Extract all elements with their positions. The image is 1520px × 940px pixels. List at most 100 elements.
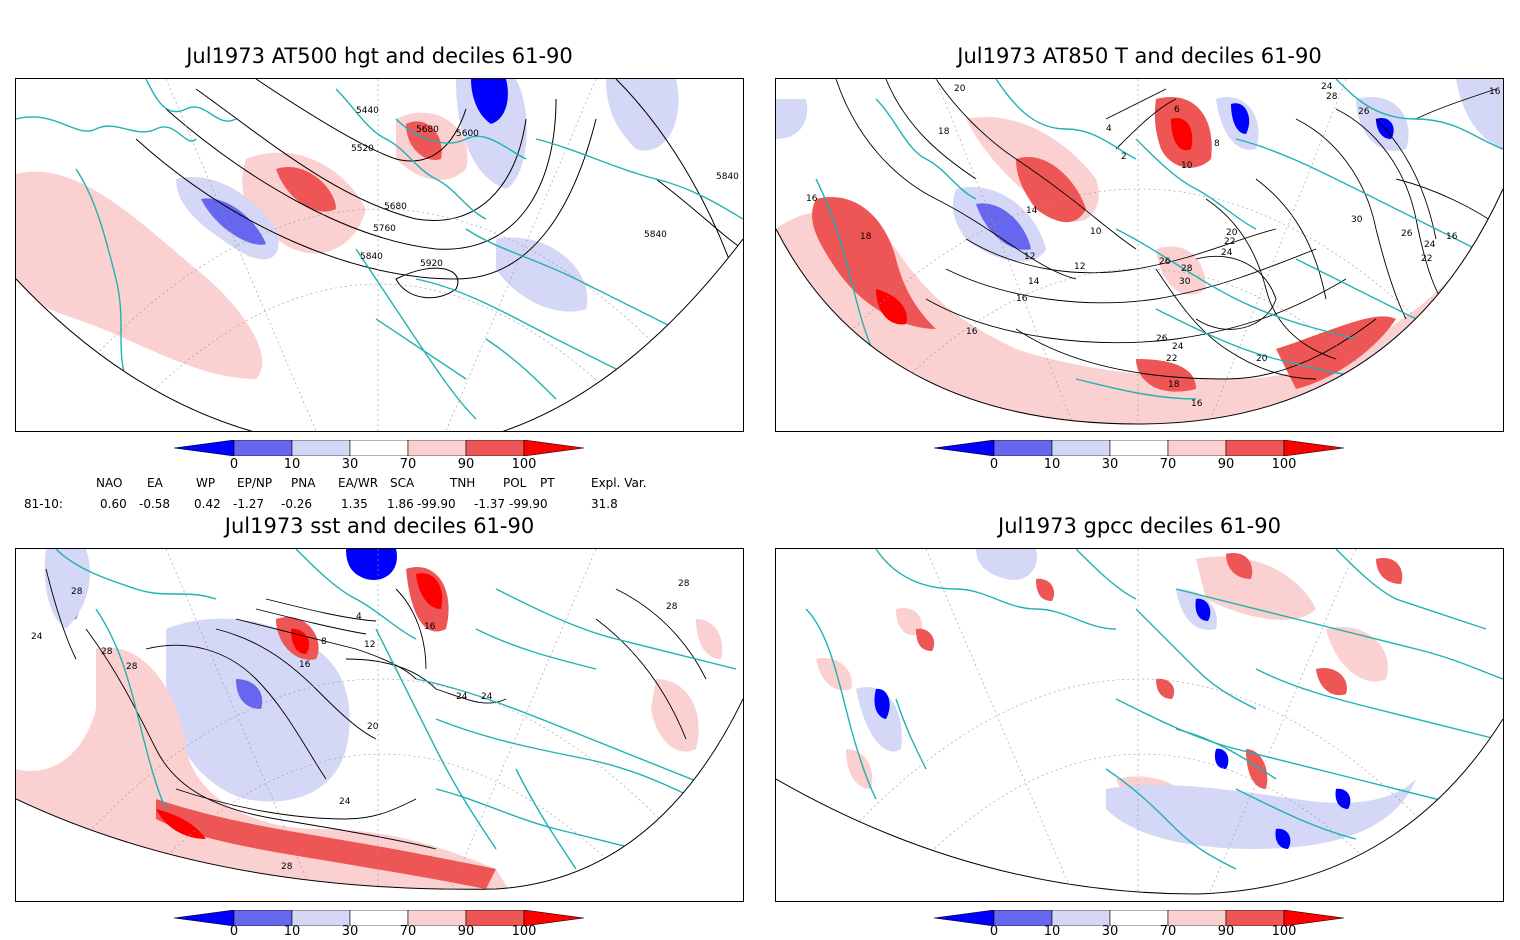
contour-label: 22 bbox=[1310, 79, 1321, 82]
colorbar-at500: 0 10 30 70 90 100 bbox=[173, 439, 594, 478]
contour-label: 28 bbox=[281, 862, 293, 872]
colorbar-tick: 70 bbox=[399, 457, 417, 472]
index-value: -0.26 bbox=[281, 497, 313, 511]
contour-label: 24 bbox=[456, 692, 468, 702]
panel-title-gpcc: Jul1973 gpcc deciles 61-90 bbox=[998, 514, 1281, 538]
index-header: PNA bbox=[291, 476, 316, 490]
index-value: 1.35 bbox=[341, 497, 368, 511]
contour-label: 28 bbox=[666, 602, 678, 612]
colorbar-tick: 10 bbox=[1043, 924, 1061, 939]
contour-label: 24 bbox=[339, 797, 351, 807]
colorbar-tick: 0 bbox=[989, 924, 999, 939]
index-header: PT bbox=[540, 476, 555, 490]
contour-label: 5760 bbox=[373, 224, 396, 234]
colorbar-gpcc: 0 10 30 70 90 100 bbox=[933, 909, 1354, 940]
contour-label: 14 bbox=[1026, 206, 1038, 216]
contour-label: 8 bbox=[321, 637, 327, 647]
contour-label: 22 bbox=[1166, 354, 1177, 364]
colorbar-tick: 10 bbox=[1043, 457, 1061, 472]
contour-label: 26 bbox=[1159, 257, 1171, 267]
contour-label: 5600 bbox=[456, 129, 479, 139]
colorbar-tick: 0 bbox=[229, 924, 239, 939]
colorbar-tick: 30 bbox=[341, 924, 359, 939]
contour-label: 16 bbox=[1446, 232, 1458, 242]
colorbar-tick: 70 bbox=[1159, 457, 1177, 472]
contour-label: 24 bbox=[1172, 342, 1184, 352]
contour-label: 28 bbox=[126, 662, 138, 672]
contour-label: 5680 bbox=[416, 125, 439, 135]
contour-label: 24 bbox=[1321, 82, 1333, 92]
colorbar-tick: 90 bbox=[457, 457, 475, 472]
index-value: 1.86 bbox=[387, 497, 414, 511]
contour-label: 16 bbox=[1191, 399, 1203, 409]
colorbar-tick: 90 bbox=[1217, 924, 1235, 939]
contour-label: 10 bbox=[1181, 161, 1193, 171]
contour-label: 18 bbox=[1168, 380, 1180, 390]
contour-label: 26 bbox=[1401, 229, 1413, 239]
contour-label: 24 bbox=[1221, 248, 1233, 258]
contour-label: 20 bbox=[1256, 354, 1268, 364]
contour-label: 18 bbox=[860, 232, 872, 242]
index-header: TNH bbox=[450, 476, 476, 490]
index-header: SCA bbox=[390, 476, 415, 490]
contour-label: 20 bbox=[1226, 228, 1238, 238]
index-value: 31.8 bbox=[591, 497, 618, 511]
contour-label: 5520 bbox=[351, 144, 374, 154]
colorbar-tick: 100 bbox=[511, 924, 537, 939]
contour-label: 2 bbox=[1121, 152, 1127, 162]
colorbar-tick: 10 bbox=[283, 924, 301, 939]
index-value: 0.60 bbox=[100, 497, 127, 511]
contour-label: 20 bbox=[954, 84, 966, 94]
index-value: 0.42 bbox=[194, 497, 221, 511]
colorbar-at850: 0 10 30 70 90 100 bbox=[933, 439, 1354, 478]
index-header: EA bbox=[147, 476, 163, 490]
contour-label: 16 bbox=[1489, 87, 1501, 97]
colorbar-tick: 90 bbox=[1217, 457, 1235, 472]
colorbar-tick: 30 bbox=[1101, 924, 1119, 939]
contour-label: 24 bbox=[481, 692, 493, 702]
contour-label: 8 bbox=[1214, 139, 1220, 149]
contour-label: 30 bbox=[1351, 215, 1363, 225]
index-value: -99.90 bbox=[417, 497, 456, 511]
contour-label: 10 bbox=[1090, 227, 1102, 237]
colorbar-tick: 30 bbox=[341, 457, 359, 472]
colorbar-tick: 30 bbox=[1101, 457, 1119, 472]
colorbar-tick: 90 bbox=[457, 924, 475, 939]
colorbar-tick: 0 bbox=[989, 457, 999, 472]
contour-label: 30 bbox=[1179, 277, 1191, 287]
map-sst: 24 28 28 28 28 16 12 8 4 20 24 24 24 16 … bbox=[15, 548, 744, 902]
contour-label: 26 bbox=[1156, 334, 1168, 344]
contour-label: 20 bbox=[367, 722, 379, 732]
contour-label: 28 bbox=[1181, 264, 1193, 274]
colorbar-tick: 100 bbox=[1271, 457, 1297, 472]
contour-label: 5920 bbox=[420, 259, 443, 269]
contour-label: 4 bbox=[356, 612, 362, 622]
colorbar-tick: 100 bbox=[511, 457, 537, 472]
index-header: EP/NP bbox=[237, 476, 273, 490]
contour-label: 12 bbox=[1074, 262, 1085, 272]
contour-label: 18 bbox=[938, 127, 950, 137]
index-value: -1.37 bbox=[474, 497, 506, 511]
colorbar-tick: 0 bbox=[229, 457, 239, 472]
contour-label: 12 bbox=[364, 640, 375, 650]
contour-label: 22 bbox=[1224, 237, 1235, 247]
colorbar-tick: 70 bbox=[399, 924, 417, 939]
index-header: NAO bbox=[96, 476, 123, 490]
contour-label: 24 bbox=[1424, 240, 1436, 250]
contour-label: 16 bbox=[424, 622, 436, 632]
contour-label: 26 bbox=[1358, 107, 1370, 117]
index-row-label: 81-10: bbox=[24, 497, 63, 511]
contour-label: 5680 bbox=[384, 202, 407, 212]
index-header: Expl. Var. bbox=[591, 476, 647, 490]
contour-label: 28 bbox=[71, 587, 83, 597]
colorbar-tick: 100 bbox=[1271, 924, 1297, 939]
panel-title-at500: Jul1973 AT500 hgt and deciles 61-90 bbox=[186, 44, 573, 68]
contour-label: 6 bbox=[1174, 105, 1180, 115]
index-value: -99.90 bbox=[509, 497, 548, 511]
contour-label: 5840 bbox=[716, 172, 739, 182]
contour-label: 12 bbox=[1024, 252, 1035, 262]
contour-label: 16 bbox=[806, 194, 818, 204]
contour-label: 28 bbox=[678, 579, 690, 589]
contour-label: 4 bbox=[1106, 124, 1112, 134]
colorbar-sst: 0 10 30 70 90 100 bbox=[173, 909, 594, 940]
